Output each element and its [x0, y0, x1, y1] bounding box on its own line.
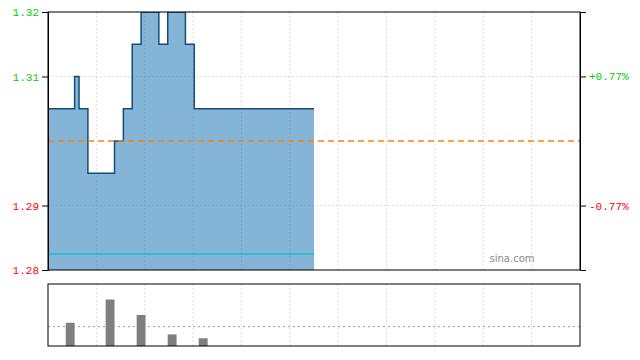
- grid-line: [241, 284, 242, 346]
- price-line: [48, 12, 314, 173]
- tick-label: 1.29: [13, 201, 39, 213]
- volume-bar: [66, 323, 75, 346]
- grid-line: [531, 284, 532, 346]
- reference-line: [48, 140, 580, 142]
- grid-line: [193, 284, 194, 346]
- grid-line: [386, 12, 387, 270]
- axis-line: [42, 13, 49, 271]
- reference-line: [48, 326, 580, 327]
- tick-label: +0.77%: [589, 71, 629, 83]
- volume-bar: [199, 338, 208, 346]
- tick: 1.32: [13, 7, 48, 19]
- axis-line: [581, 13, 587, 271]
- tick: 1.31: [13, 72, 48, 84]
- volume-bar: [137, 315, 146, 346]
- tick-label: 1.31: [13, 72, 40, 84]
- tick-mark: [42, 206, 48, 207]
- grid-line: [338, 284, 339, 346]
- volume-bar: [168, 334, 177, 346]
- tick: 1.28: [13, 265, 48, 277]
- frame: [48, 12, 580, 270]
- tick: -0.77%: [580, 201, 629, 213]
- tick-mark: [42, 12, 48, 13]
- tick-label: 1.32: [13, 7, 39, 19]
- tick-label: -0.77%: [589, 201, 629, 213]
- grid-line: [96, 284, 97, 346]
- grid-line: [434, 284, 435, 346]
- grid-line: [483, 284, 484, 346]
- plot-area: [48, 12, 580, 270]
- tick-mark: [42, 270, 48, 271]
- plot-area: [48, 300, 580, 347]
- frame: [48, 284, 580, 346]
- chart: 1.28 1.29 1.31 1.32 -0.77% +0.77% sina.com: [0, 0, 640, 360]
- tick: +0.77%: [580, 71, 629, 83]
- grid: [48, 12, 580, 270]
- tick: 1.29: [13, 201, 48, 213]
- tick-mark: [580, 76, 586, 77]
- watermark: sina.com: [490, 253, 535, 264]
- tick-label: 1.28: [13, 265, 39, 277]
- grid: [96, 284, 531, 346]
- y2-axis: -0.77% +0.77%: [580, 13, 629, 271]
- volume-bar: [106, 300, 115, 347]
- tick-mark: [42, 77, 48, 78]
- grid-line: [386, 284, 387, 346]
- tick-mark: [580, 206, 586, 207]
- y-axis: 1.28 1.29 1.31 1.32: [13, 7, 49, 277]
- reference-line: [48, 253, 314, 255]
- grid-line: [434, 12, 435, 270]
- grid-line: [289, 284, 290, 346]
- grid-line: [48, 76, 580, 77]
